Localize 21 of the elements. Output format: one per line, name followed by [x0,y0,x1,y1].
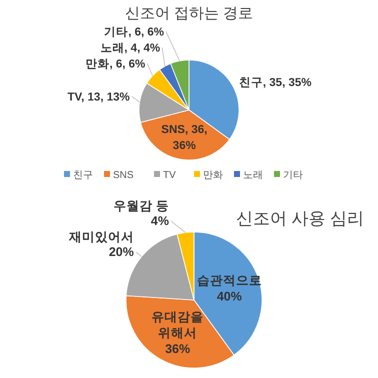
data-label: SNS, 36, 36% [161,124,208,152]
slice-label: 유대감을 위해서 [152,310,204,340]
legend-label: 기타 [283,170,303,181]
data-label: 노래, 4, 4% [100,42,160,55]
legend-label: 노래 [243,170,263,181]
slice-label: 재미있어서 [68,230,134,244]
chart-title: 신조어 접하는 경로 [124,5,254,22]
data-label: 20% [108,245,134,260]
legend-label: 친구 [73,170,93,181]
data-label: 친구, 35, 35% [238,76,312,89]
data-label: 기타, 6, 6% [104,26,164,39]
data-label: 4% [150,214,169,228]
slice-label: 우월감 등 [114,199,169,214]
data-label: 만화, 6, 6% [85,58,146,71]
data-label: TV, 13, 13% [68,91,130,104]
legend-label: 만화 [203,170,223,181]
data-label: 40% [216,289,242,304]
data-label: 36% [165,342,190,356]
legend-label: SNS [113,170,134,181]
text: 신조어 사용 심리 [236,209,364,228]
legend-label: TV [163,170,176,181]
